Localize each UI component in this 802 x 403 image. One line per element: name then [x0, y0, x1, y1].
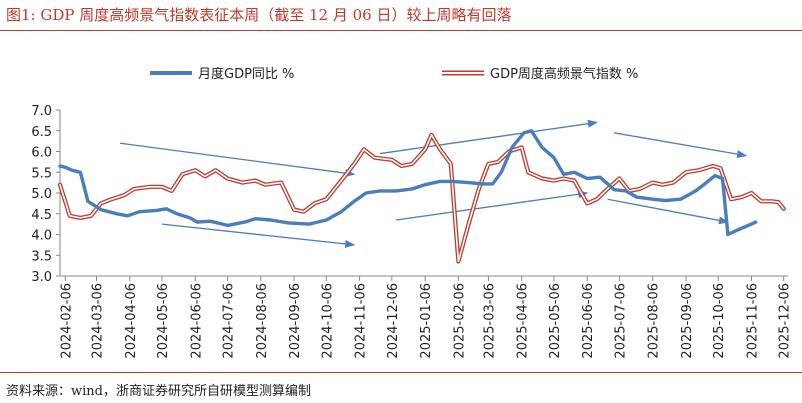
x-tick-label: 2024-11-06	[354, 283, 369, 359]
legend-label-gdp-yoy: 月度GDP同比 %	[198, 66, 294, 82]
y-tick-label: 6.0	[31, 146, 52, 161]
x-tick-label: 2025-11-06	[745, 283, 760, 359]
y-tick-label: 6.5	[31, 125, 52, 140]
title-divider	[0, 30, 802, 31]
trend-arrow	[379, 119, 598, 155]
x-tick-label: 2025-08-06	[647, 283, 662, 359]
y-tick-label: 4.0	[31, 229, 52, 244]
x-tick-label: 2025-02-06	[452, 283, 467, 359]
series-group	[57, 129, 786, 264]
y-tick-label: 5.0	[31, 187, 52, 202]
y-tick-label: 5.5	[31, 166, 52, 181]
series-line-index-inner	[59, 134, 785, 263]
y-tick-label: 7.0	[31, 104, 52, 119]
y-tick-label: 3.0	[31, 270, 52, 285]
x-tick-label: 2025-10-06	[712, 283, 727, 359]
y-tick-group: 3.0 3.5 4.0 4.5 5.0 5.5 6.0 6.5 7.0	[31, 104, 60, 285]
x-tick-label: 2024-09-06	[288, 283, 303, 359]
trend-arrow-group	[120, 119, 748, 248]
x-tick-label: 2025-03-06	[482, 283, 497, 359]
chart-title: 图1: GDP 周度高频景气指数表征本周（截至 12 月 06 日）较上周略有回…	[6, 6, 512, 24]
x-tick-label: 2024-05-06	[156, 283, 171, 359]
x-tick-label: 2024-02-06	[59, 283, 74, 359]
x-tick-label: 2024-03-06	[91, 283, 106, 359]
source-note: 资料来源：wind，浙商证券研究所自研模型测算编制	[6, 384, 311, 399]
x-tick-group: 2024-02-06 2024-03-06 2024-04-06 2024-05-06…	[59, 276, 793, 359]
y-tick-label: 4.5	[31, 208, 52, 223]
x-tick-label: 2024-04-06	[124, 283, 139, 359]
x-tick-label: 2024-10-06	[320, 283, 335, 359]
x-tick-label: 2025-01-06	[419, 283, 434, 359]
trend-arrow	[607, 198, 729, 225]
trend-arrow	[161, 223, 356, 248]
x-tick-label: 2025-06-06	[581, 283, 596, 359]
y-tick-label: 3.5	[31, 249, 52, 264]
trend-arrow	[120, 142, 356, 178]
trend-arrow	[395, 190, 589, 221]
x-tick-label: 2024-12-06	[386, 283, 401, 359]
x-tick-label: 2024-07-06	[222, 283, 237, 359]
x-tick-label: 2024-08-06	[255, 283, 270, 359]
trend-arrow	[613, 132, 748, 159]
x-tick-label: 2025-04-06	[516, 283, 531, 359]
x-tick-label: 2025-05-06	[548, 283, 563, 359]
series-line-gdp-yoy	[58, 129, 758, 237]
source-divider	[0, 372, 802, 373]
x-tick-label: 2024-06-06	[189, 283, 204, 359]
legend-label-index: GDP周度高频景气指数 %	[490, 66, 638, 82]
x-tick-label: 2025-09-06	[680, 283, 695, 359]
x-tick-label: 2025-07-06	[613, 283, 628, 359]
legend: 月度GDP同比 % GDP周度高频景气指数 %	[150, 66, 638, 82]
x-tick-label: 2025-12-06	[778, 283, 793, 359]
